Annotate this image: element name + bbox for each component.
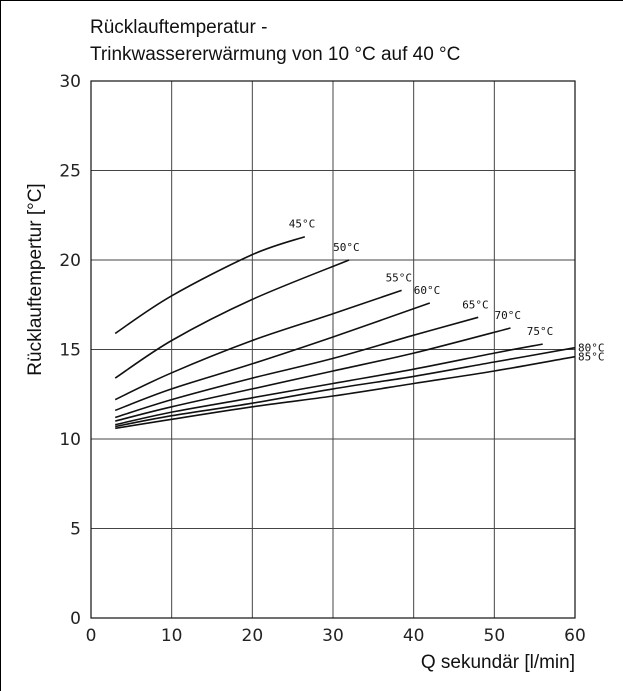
plot-border bbox=[90, 80, 576, 619]
y-axis-title: Rücklauftempertur [°C] bbox=[25, 183, 46, 375]
series-line bbox=[114, 235, 306, 335]
series-line bbox=[114, 289, 402, 401]
series-label: 60°C bbox=[414, 284, 441, 297]
y-tick-label: 30 bbox=[59, 72, 81, 92]
series-label: 45°C bbox=[289, 218, 316, 231]
series-label: 75°C bbox=[527, 325, 554, 338]
y-tick-label: 10 bbox=[59, 430, 81, 450]
x-axis-title: Q sekundär [l/min] bbox=[421, 652, 575, 673]
x-tick-label: 20 bbox=[242, 626, 264, 646]
series-label: 55°C bbox=[386, 271, 413, 284]
series-line bbox=[114, 259, 350, 379]
series-line bbox=[115, 327, 511, 422]
chart-title-line-1: Rücklauftemperatur - bbox=[90, 17, 268, 38]
x-tick-label: 60 bbox=[564, 626, 586, 646]
y-tick-label: 20 bbox=[59, 251, 81, 271]
series-line bbox=[115, 343, 543, 426]
y-tick-label: 5 bbox=[70, 520, 81, 540]
x-tick-label: 0 bbox=[86, 626, 97, 646]
y-tick-label: 0 bbox=[70, 609, 81, 629]
series-label: 80°C bbox=[578, 342, 605, 355]
series-label: 65°C bbox=[462, 298, 489, 311]
x-tick-label: 50 bbox=[484, 626, 506, 646]
series-label: 70°C bbox=[494, 309, 521, 322]
chart-title-line-2: Trinkwassererwärmung von 10 °C auf 40 °C bbox=[90, 44, 461, 65]
chart-title: Rücklauftemperatur - Trinkwassererwärmun… bbox=[90, 14, 610, 68]
y-tick-label: 25 bbox=[59, 162, 81, 182]
series-line bbox=[115, 346, 576, 428]
x-tick-label: 40 bbox=[403, 626, 425, 646]
x-tick-label: 10 bbox=[161, 626, 183, 646]
series-label: 85°C bbox=[578, 351, 605, 364]
y-tick-label: 15 bbox=[59, 341, 81, 361]
series-label: 50°C bbox=[333, 241, 360, 254]
x-tick-label: 30 bbox=[322, 626, 344, 646]
series-line bbox=[114, 316, 479, 419]
series-line bbox=[115, 355, 576, 430]
series-line bbox=[114, 302, 431, 412]
